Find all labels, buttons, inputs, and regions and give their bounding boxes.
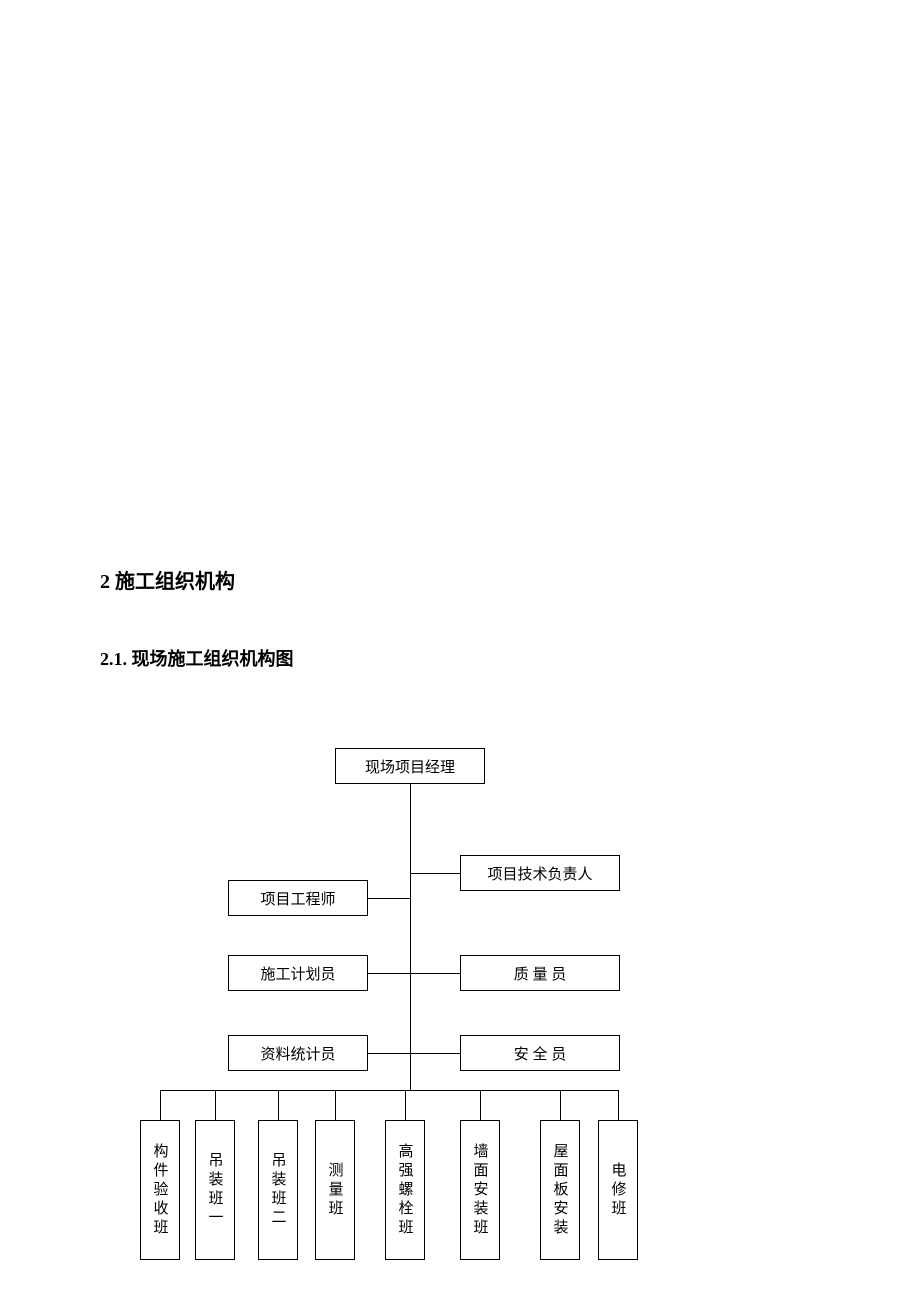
- connector-line: [618, 1090, 619, 1120]
- org-box-bottom-8: 电修班: [598, 1120, 638, 1260]
- org-box-row2-right: 项目技术负责人: [460, 855, 620, 891]
- org-box-row2-left: 项目工程师: [228, 880, 368, 916]
- connector-line: [335, 1090, 336, 1120]
- org-box-row4-right: 安 全 员: [460, 1035, 620, 1071]
- org-box-bottom-3: 吊装班二: [258, 1120, 298, 1260]
- connector-line: [480, 1090, 481, 1120]
- connector-line: [278, 1090, 279, 1120]
- org-box-bottom-2: 吊装班一: [195, 1120, 235, 1260]
- org-box-bottom-6: 墙面安装班: [460, 1120, 500, 1260]
- connector-line: [560, 1090, 561, 1120]
- org-box-bottom-5: 高强螺栓班: [385, 1120, 425, 1260]
- org-box-row4-left: 资料统计员: [228, 1035, 368, 1071]
- connector-line: [410, 873, 460, 874]
- connector-line: [215, 1090, 216, 1120]
- connector-line: [160, 1090, 618, 1091]
- org-box-bottom-4: 测量班: [315, 1120, 355, 1260]
- subsection-heading: 2.1. 现场施工组织机构图: [100, 645, 294, 671]
- section-heading: 2 施工组织机构: [100, 565, 235, 594]
- connector-line: [405, 1090, 406, 1120]
- org-box-row3-left: 施工计划员: [228, 955, 368, 991]
- connector-line: [368, 1053, 460, 1054]
- connector-line: [368, 973, 460, 974]
- org-box-bottom-7: 屋面板安装: [540, 1120, 580, 1260]
- connector-line: [410, 784, 411, 1090]
- org-box-top: 现场项目经理: [335, 748, 485, 784]
- org-box-bottom-1: 构件验收班: [140, 1120, 180, 1260]
- connector-line: [160, 1090, 161, 1120]
- connector-line: [368, 898, 410, 899]
- org-box-row3-right: 质 量 员: [460, 955, 620, 991]
